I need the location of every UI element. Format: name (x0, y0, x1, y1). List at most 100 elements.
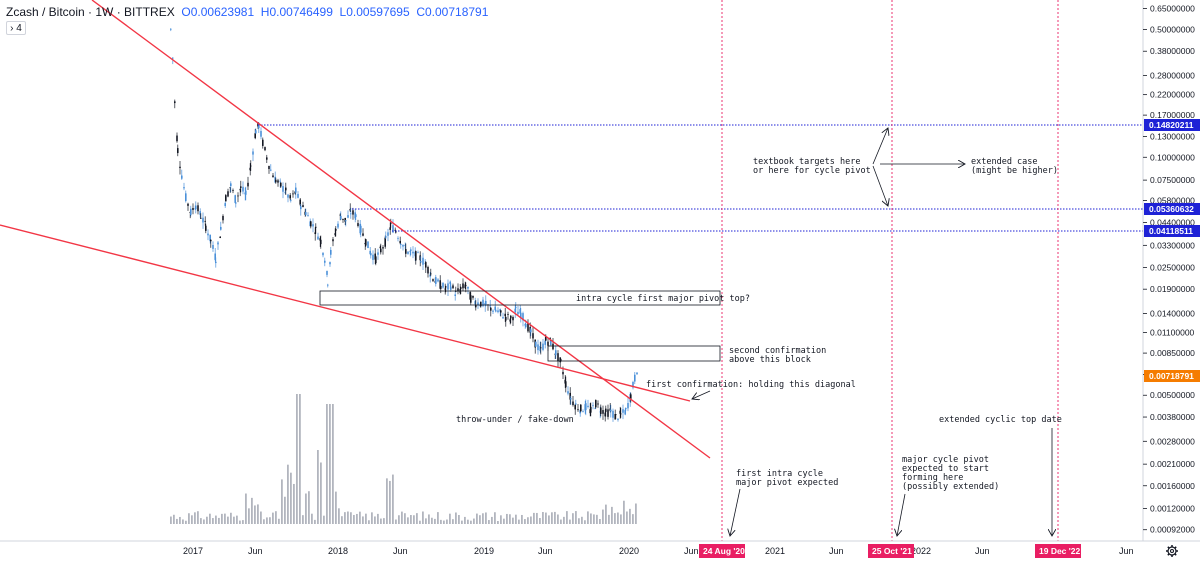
volume-bar (521, 514, 523, 524)
volume-bar (287, 464, 289, 524)
volume-bar (356, 513, 358, 524)
annotation-cyclic-top: extended cyclic top date (939, 415, 1062, 425)
candle-body (352, 210, 354, 215)
candle-body (595, 400, 597, 408)
volume-bar (632, 514, 634, 524)
candle-body (607, 409, 609, 417)
level-tag-text-0-0536: 0.05360632 (1149, 204, 1194, 214)
candle-body (624, 410, 626, 415)
candle-body (507, 314, 509, 315)
ohlc-close: 0.00718791 (424, 5, 489, 19)
candle-body (176, 135, 178, 142)
x-tick-2017: 2017 (183, 546, 203, 556)
volume-bar (557, 514, 559, 524)
volume-bar (266, 517, 268, 524)
volume-bar (293, 483, 295, 524)
candle-body (377, 252, 379, 255)
candle-body (307, 215, 309, 217)
volume-bar (320, 462, 322, 524)
candle-body (447, 283, 449, 290)
y-tick-label: 0.02500000 (1150, 262, 1195, 272)
volume-bars (170, 394, 637, 524)
volume-bar (491, 516, 493, 524)
y-tick-label: 0.00210000 (1150, 459, 1195, 469)
volume-bar (359, 511, 361, 524)
symbol-header[interactable]: Zcash / Bitcoin · 1W · BITTREX O0.006239… (6, 5, 488, 19)
volume-bar (437, 512, 439, 524)
volume-bar (209, 513, 211, 524)
indicator-collapse-button[interactable]: › 4 (6, 21, 26, 35)
candle-body (402, 244, 404, 247)
candle-body (415, 251, 417, 261)
candle-body (540, 347, 542, 349)
volume-bar (170, 516, 172, 524)
trendlines[interactable] (0, 0, 711, 459)
candle-body (577, 409, 579, 411)
candle-body (210, 239, 212, 242)
volume-bar (260, 511, 262, 524)
candle-body (227, 191, 229, 197)
candle-body (442, 283, 444, 288)
candle-body (439, 280, 441, 289)
y-tick-label: 0.00120000 (1150, 504, 1195, 514)
candle-body (274, 176, 276, 183)
upper-trendline (91, 0, 711, 459)
candle-body (395, 231, 397, 233)
volume-bar (263, 519, 265, 524)
candle-body (522, 313, 524, 321)
volume-bar (299, 394, 301, 524)
time-axis[interactable]: 2017 Jun 2018 Jun 2019 Jun 2020 Jun 2021… (0, 540, 1200, 558)
candle-body (174, 101, 176, 104)
candle-body (590, 406, 592, 413)
volume-bar (212, 518, 214, 524)
candle-body (232, 190, 234, 191)
level-tag-0-148 (1144, 119, 1200, 131)
candle-body (552, 343, 554, 350)
candle-body (452, 285, 454, 289)
candle-body (266, 157, 268, 160)
candle-body (339, 214, 341, 216)
arrow-to-diagonal (692, 390, 711, 399)
candle-body (284, 192, 286, 194)
volume-bar (590, 513, 592, 524)
volume-bar (554, 511, 556, 524)
candle-body (317, 236, 319, 240)
candle-body (409, 251, 411, 252)
candle-body (539, 346, 541, 352)
settings-gear-icon[interactable] (1166, 545, 1178, 557)
date-tag-text-aug-20: 24 Aug '20 (703, 546, 745, 556)
volume-bar (500, 515, 502, 524)
volume-bar (236, 515, 238, 524)
candle-body (497, 310, 499, 313)
annotation-extended-1: extended case (971, 157, 1038, 167)
annotation-first-intra-2: major pivot expected (736, 478, 838, 488)
annotation-boxes[interactable] (319, 290, 721, 362)
candle-body (474, 301, 476, 305)
candle-body (375, 256, 377, 264)
candle-body (587, 405, 589, 407)
volume-bar (197, 511, 199, 524)
candle-body (505, 317, 507, 321)
volume-bar (518, 519, 520, 524)
volume-bar (515, 514, 517, 524)
level-tag-text-0-0412: 0.04118511 (1149, 226, 1193, 236)
candle-body (290, 199, 292, 201)
candle-body (217, 242, 219, 245)
volume-bar (440, 519, 442, 524)
volume-bar (239, 520, 241, 524)
candle-body (432, 279, 434, 281)
annotation-major-pivot-2: expected to start (902, 464, 989, 474)
candle-body (230, 183, 232, 187)
volume-bar (488, 520, 490, 524)
candle-body (495, 310, 497, 312)
volume-bar (335, 491, 337, 524)
candle-body (597, 403, 599, 405)
candle-body (212, 244, 214, 249)
level-tags: 0.14820211 0.05360632 0.04118511 0.00718… (1144, 119, 1200, 382)
candle-body (183, 187, 185, 189)
price-axis[interactable]: 0.65000000 0.50000000 0.38000000 0.28000000… (1142, 0, 1200, 541)
candle-body (514, 308, 516, 312)
candle-body (449, 281, 451, 284)
candle-body (310, 221, 312, 227)
